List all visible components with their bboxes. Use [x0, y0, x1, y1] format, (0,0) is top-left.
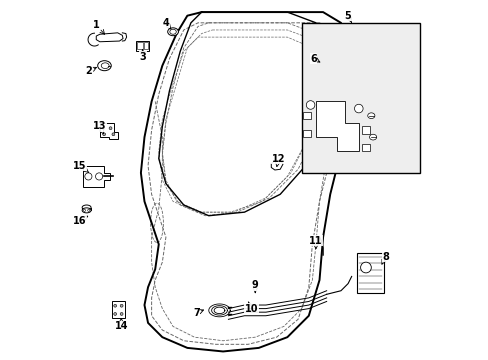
Text: 9: 9	[251, 280, 258, 293]
Circle shape	[305, 101, 314, 109]
Ellipse shape	[369, 134, 376, 140]
Text: 2: 2	[85, 66, 96, 76]
Text: 7: 7	[192, 308, 203, 318]
Bar	[302, 130, 311, 137]
Text: 15: 15	[73, 161, 88, 172]
Polygon shape	[100, 123, 118, 139]
Text: 14: 14	[114, 319, 128, 332]
Circle shape	[102, 133, 105, 136]
Text: 10: 10	[244, 302, 258, 314]
Ellipse shape	[98, 61, 111, 71]
Text: 3: 3	[139, 50, 146, 62]
Circle shape	[109, 127, 112, 130]
Bar	[302, 112, 311, 119]
Bar	[361, 144, 369, 152]
Polygon shape	[315, 102, 358, 152]
Circle shape	[84, 173, 92, 180]
Bar	[361, 126, 369, 134]
Bar	[137, 42, 142, 49]
Circle shape	[360, 262, 370, 273]
Ellipse shape	[82, 208, 91, 213]
Circle shape	[112, 133, 115, 136]
Text: 16: 16	[73, 216, 87, 226]
Ellipse shape	[367, 113, 374, 118]
Polygon shape	[83, 166, 110, 187]
Text: 8: 8	[381, 252, 388, 264]
Ellipse shape	[167, 28, 178, 36]
Bar	[301, 23, 419, 173]
Circle shape	[120, 304, 123, 307]
Text: 11: 11	[308, 236, 322, 249]
Text: 1: 1	[93, 19, 104, 34]
Circle shape	[95, 173, 102, 180]
Text: 5: 5	[344, 11, 351, 22]
Circle shape	[102, 127, 104, 130]
Circle shape	[114, 304, 116, 307]
Bar	[135, 41, 149, 51]
Text: 12: 12	[271, 154, 285, 167]
Ellipse shape	[82, 205, 91, 210]
Bar	[356, 253, 383, 293]
Circle shape	[354, 104, 363, 113]
Circle shape	[120, 312, 123, 315]
Polygon shape	[111, 301, 125, 318]
Polygon shape	[96, 33, 123, 42]
Text: 4: 4	[162, 18, 170, 29]
Polygon shape	[271, 160, 283, 170]
Text: 6: 6	[309, 54, 319, 64]
Text: 13: 13	[93, 121, 106, 134]
Circle shape	[114, 312, 116, 315]
Bar	[143, 42, 148, 49]
